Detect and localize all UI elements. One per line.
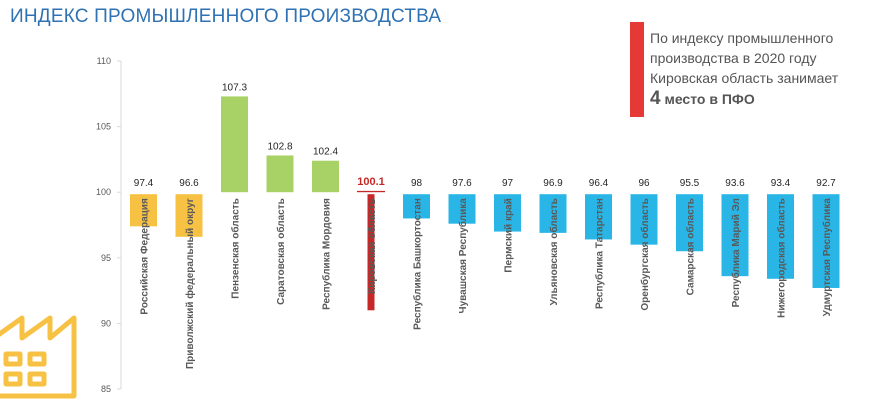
- data-label: 96.9: [543, 178, 563, 189]
- bar: [767, 194, 794, 279]
- y-tick-label: 85: [101, 384, 111, 394]
- data-label: 97.6: [452, 178, 472, 189]
- y-tick-label: 105: [96, 122, 111, 132]
- note-rank-line: 4 место в ПФО: [650, 89, 872, 109]
- bar: [630, 194, 658, 245]
- bar: [721, 194, 749, 277]
- y-tick-label: 100: [96, 187, 111, 197]
- ranking-note: По индексу промышленного производства в …: [630, 22, 870, 118]
- y-tick-label: 95: [101, 253, 111, 263]
- category-label: Российская Федерация: [140, 198, 151, 315]
- bar: [130, 194, 157, 227]
- category-label: Ульяновская область: [548, 198, 560, 305]
- page-title: ИНДЕКС ПРОМЫШЛЕННОГО ПРОИЗВОДСТВА: [10, 6, 442, 27]
- data-label: 96: [638, 178, 650, 189]
- factory-icon: [0, 315, 77, 399]
- data-label: 96.4: [589, 178, 609, 189]
- bar: [448, 194, 476, 224]
- category-label: Приволжский федеральный округ: [184, 198, 196, 369]
- category-label: Чувашская Республика: [457, 198, 469, 314]
- data-label: 93.6: [725, 178, 745, 189]
- bar: [494, 194, 521, 232]
- category-label: Республика Марий Эл: [730, 198, 742, 307]
- data-label: 92.7: [816, 178, 836, 189]
- data-label: 102.4: [313, 147, 338, 158]
- note-text-block: По индексу промышленного производства в …: [650, 28, 872, 109]
- note-text: По индексу промышленного производства в …: [650, 30, 839, 86]
- bar: [221, 96, 248, 193]
- bar: [676, 194, 703, 252]
- y-tick-label: 110: [97, 56, 111, 66]
- category-label: Пермский край: [504, 198, 515, 272]
- category-label: Оренбургская область: [639, 198, 651, 310]
- y-tick-label: 90: [101, 318, 111, 328]
- category-label: Республика Татарстан: [594, 198, 606, 309]
- note-rank-suffix: место в ПФО: [660, 91, 755, 107]
- category-label: Удмуртская Республика: [821, 198, 833, 317]
- data-label: 98: [411, 178, 423, 189]
- category-label: Саратовская область: [275, 198, 287, 305]
- category-label: Пензенская область: [230, 198, 242, 299]
- bar: [266, 155, 294, 193]
- data-label: 95.5: [680, 178, 700, 189]
- data-label: 96.6: [179, 178, 199, 189]
- bar: [175, 194, 203, 237]
- data-label: 93.4: [771, 178, 791, 189]
- bar: [367, 194, 375, 311]
- bar-top-sliver: [357, 190, 385, 193]
- data-label: 97: [502, 178, 514, 189]
- category-label: Республика Мордовия: [321, 198, 333, 310]
- category-label: Нижегородская область: [776, 198, 788, 318]
- data-label: 97.4: [134, 178, 154, 189]
- data-label: 100.1: [357, 176, 385, 188]
- note-rank: 4: [650, 88, 661, 109]
- bar: [403, 194, 430, 219]
- data-label: 107.3: [222, 82, 247, 93]
- category-label: Республика Башкортостан: [412, 198, 424, 330]
- data-label: 102.8: [267, 141, 292, 152]
- note-accent-bar: [630, 22, 644, 117]
- category-label: Самарская область: [685, 198, 697, 295]
- category-label: Кировская область: [366, 198, 378, 294]
- bar: [312, 160, 339, 193]
- bar: [585, 194, 612, 240]
- bar: [539, 194, 567, 233]
- bar: [812, 194, 840, 288]
